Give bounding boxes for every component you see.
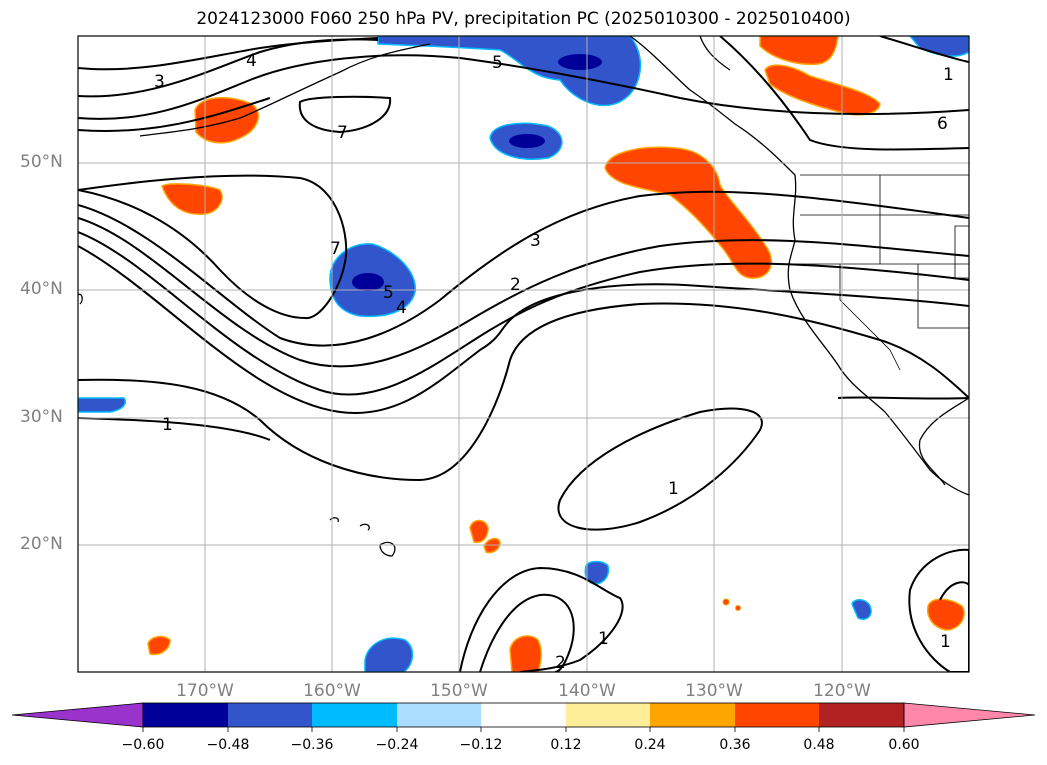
contour-label: 2: [510, 275, 521, 295]
lon-label: 130°W: [685, 681, 743, 701]
colorbar-tick-label: 0.12: [550, 737, 582, 753]
colorbar-tick-label: −0.24: [375, 737, 419, 753]
colorbar-tick-label: 0.24: [634, 737, 666, 753]
lat-label: 20°N: [20, 534, 63, 554]
colorbar-segment: [566, 703, 650, 727]
lon-label: 160°W: [303, 681, 361, 701]
colorbar-segment: [819, 703, 904, 727]
coastlines: [78, 36, 969, 557]
colorbar-tick-label: 0.60: [888, 737, 920, 753]
colorbar-segment: [228, 703, 312, 727]
map-border: [77, 35, 970, 673]
contour-label: 1: [943, 65, 954, 85]
colorbar-tick-label: −0.12: [459, 737, 503, 753]
contour-label: 6: [937, 114, 948, 134]
lon-label: 120°W: [813, 681, 871, 701]
political-borders: [790, 174, 969, 371]
contour-label: 3: [530, 231, 541, 251]
colorbar-tick-label: 0.48: [803, 737, 835, 753]
lon-label: 140°W: [558, 681, 616, 701]
contour-label: 4: [246, 51, 257, 71]
contour-label: 1: [162, 415, 173, 435]
map-title: 2024123000 F060 250 hPa PV, precipitatio…: [196, 9, 851, 29]
colorbar-tick-label: −0.60: [121, 737, 165, 753]
contour-label: 5: [383, 283, 394, 303]
contour-label: 1: [668, 479, 679, 499]
contour-label: 7: [330, 239, 341, 259]
contour-label: 5: [492, 53, 503, 73]
colorbar-segment: [735, 703, 819, 727]
lon-label: 170°W: [176, 681, 234, 701]
lat-label: 50°N: [20, 152, 63, 172]
colorbar-segment: [143, 703, 228, 727]
contour-labels: 3 4 5 6 1 7 7 3 2 5 4 1 1 1 2 1: [154, 51, 954, 673]
gridlines: [78, 36, 969, 672]
lon-label: 150°W: [430, 681, 488, 701]
precip-negative-areas: [78, 36, 969, 672]
contour-label: 1: [598, 629, 609, 649]
contour-label: 3: [154, 72, 165, 92]
colorbar-segment: [481, 703, 566, 727]
lat-label: 30°N: [20, 407, 63, 427]
colorbar-extend-high: [903, 702, 1036, 728]
contour-label: 7: [337, 123, 348, 143]
colorbar-tick-label: 0.36: [719, 737, 751, 753]
colorbar-segment: [397, 703, 481, 727]
colorbar-tick-label: −0.48: [206, 737, 250, 753]
contour-label: 4: [396, 298, 407, 318]
colorbar-tick-label: −0.36: [290, 737, 334, 753]
colorbar: [11, 702, 1036, 732]
contour-label: 1: [940, 632, 951, 652]
colorbar-extend-low: [11, 702, 144, 728]
colorbar-segment: [312, 703, 397, 727]
lat-label: 40°N: [20, 279, 63, 299]
colorbar-segment: [650, 703, 735, 727]
contour-label: 2: [555, 653, 566, 673]
